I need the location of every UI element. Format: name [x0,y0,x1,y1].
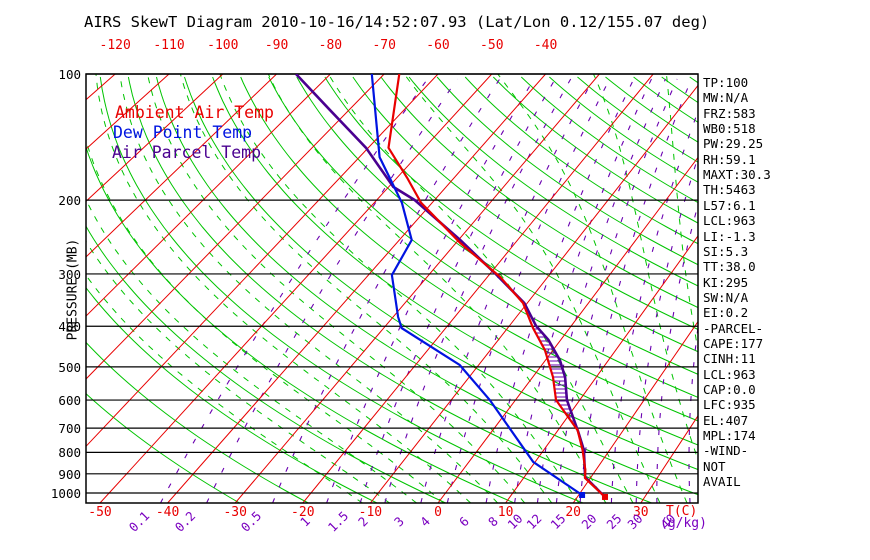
panel-line-23: MPL:174 [703,428,756,444]
panel-line-1: MW:N/A [703,90,749,106]
pressure-tick-800: 800 [58,445,81,461]
panel-line-14: SW:N/A [703,289,749,305]
top-temp-tick--110: -110 [153,38,185,53]
panel-line-19: LCL:963 [703,366,756,382]
panel-line-16: -PARCEL- [703,320,764,336]
panel-line-25: NOT [703,458,726,474]
pressure-tick-300: 300 [58,266,81,282]
sounding-curves [295,74,606,498]
ambient-surface-marker [601,493,608,500]
top-temp-tick--90: -90 [264,38,289,53]
plot-frame [85,73,699,504]
dew-surface-marker [579,491,586,498]
panel-line-12: TT:38.0 [703,259,756,275]
panel-line-8: L57:6.1 [703,197,756,213]
pressure-tick-200: 200 [58,193,81,209]
chart-title: AIRS SkewT Diagram 2010-10-16/14:52:07.9… [84,13,710,31]
pressure-tick-500: 500 [58,359,81,375]
top-temp-tick--70: -70 [372,38,396,53]
top-temp-tick--40: -40 [533,38,558,53]
panel-line-17: CAPE:177 [703,335,764,351]
bottom-temp-tick-30: 30 [632,505,649,520]
top-temp-tick--50: -50 [480,38,504,53]
top-temp-tick--120: -120 [99,38,131,53]
panel-line-11: SI:5.3 [703,243,749,259]
panel-line-20: CAP:0.0 [703,382,756,397]
air-parcel-temp-curve [295,74,606,498]
bottom-temp-tick--10: -10 [358,505,383,520]
panel-line-21: LFC:935 [703,397,756,413]
panel-line-22: EL:407 [703,412,749,428]
pressure-tick-1000: 1000 [50,486,81,501]
bottom-temp-tick--20: -20 [291,505,315,520]
pressure-axis-label: PRESSURE (MB) [65,238,81,341]
bottom-temp-tick-10: 10 [497,505,514,520]
top-temp-tick--100: -100 [207,38,239,53]
cape-hatch-area [533,328,585,454]
bottom-temp-tick--50: -50 [88,505,112,520]
panel-line-26: AVAIL [703,474,741,490]
temp-axis-label: T(C) [666,504,698,519]
panel-line-18: CINH:11 [703,351,756,367]
legend-air-parcel-temp: Air Parcel Temp [112,143,262,162]
dew-point-temp-curve [370,74,583,496]
pressure-tick-600: 600 [58,393,81,409]
panel-line-9: LCL:963 [703,213,756,229]
bottom-temp-tick--40: -40 [155,505,180,520]
legend-dew-point-temp: Dew Point Temp [113,123,253,142]
pressure-tick-900: 900 [58,466,81,482]
panel-line-2: FRZ:583 [703,105,756,121]
pressure-tick-400: 400 [58,319,81,335]
bottom-temp-tick-20: 20 [565,505,582,520]
legend-ambient-air-temp: Ambient Air Temp [115,103,274,122]
plot-grid [86,74,698,503]
bottom-temp-tick--30: -30 [223,505,247,520]
panel-line-6: MAXT:30.3 [703,167,771,183]
panel-line-24: -WIND- [703,443,749,459]
ambient-air-temp-curve [387,74,606,498]
mixing-axis-label: (g/kg) [660,516,707,531]
panel-line-5: RH:59.1 [703,151,756,167]
bottom-temp-tick-0: 0 [434,505,442,520]
top-temp-tick--80: -80 [318,38,343,53]
pressure-tick-100: 100 [58,67,81,82]
panel-line-7: TH:5463 [703,182,756,198]
panel-line-4: PW:29.25 [703,136,764,152]
panel-line-3: WB0:518 [703,121,756,137]
top-temp-tick--60: -60 [426,38,450,53]
panel-line-10: LI:-1.3 [703,228,756,244]
panel-line-13: KI:295 [703,274,749,290]
pressure-tick-700: 700 [58,421,81,437]
panel-line-15: EI:0.2 [703,305,749,321]
panel-line-0: TP:100 [703,75,749,90]
